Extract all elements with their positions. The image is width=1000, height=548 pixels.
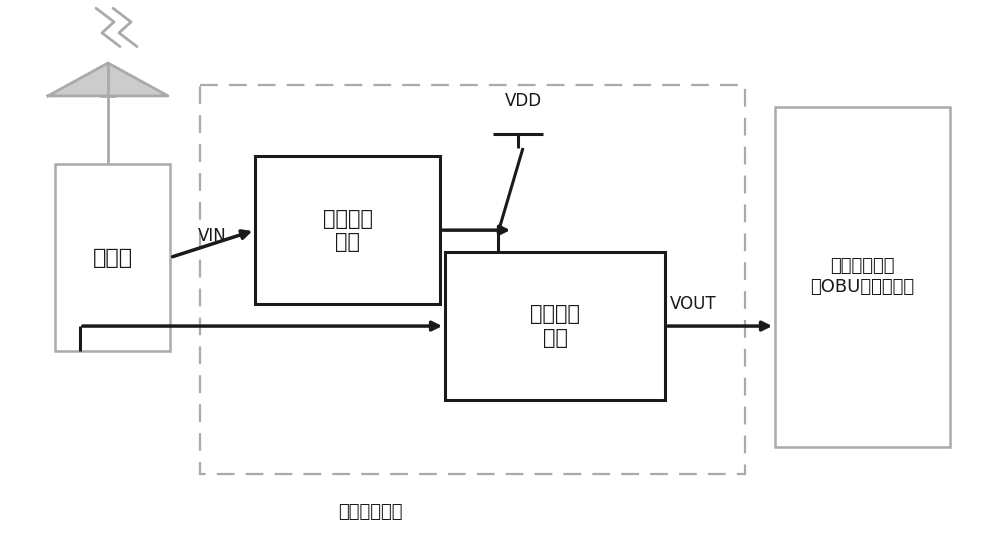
Text: VDD: VDD xyxy=(504,93,542,110)
Bar xyxy=(55,164,170,351)
Text: 检波器: 检波器 xyxy=(92,248,133,267)
Text: 初级唤醒
电路: 初级唤醒 电路 xyxy=(323,209,373,252)
Text: VOUT: VOUT xyxy=(670,295,717,313)
Text: 次级唤醒
电路: 次级唤醒 电路 xyxy=(530,305,580,347)
Bar xyxy=(200,85,745,474)
Text: 计费电路系统
（OBU主体电路）: 计费电路系统 （OBU主体电路） xyxy=(810,258,915,296)
Polygon shape xyxy=(48,63,168,96)
Text: VIN: VIN xyxy=(198,227,227,244)
Bar xyxy=(255,156,440,304)
Bar xyxy=(775,107,950,447)
Bar xyxy=(445,252,665,400)
Text: 两级唤醒电路: 两级唤醒电路 xyxy=(338,504,402,521)
